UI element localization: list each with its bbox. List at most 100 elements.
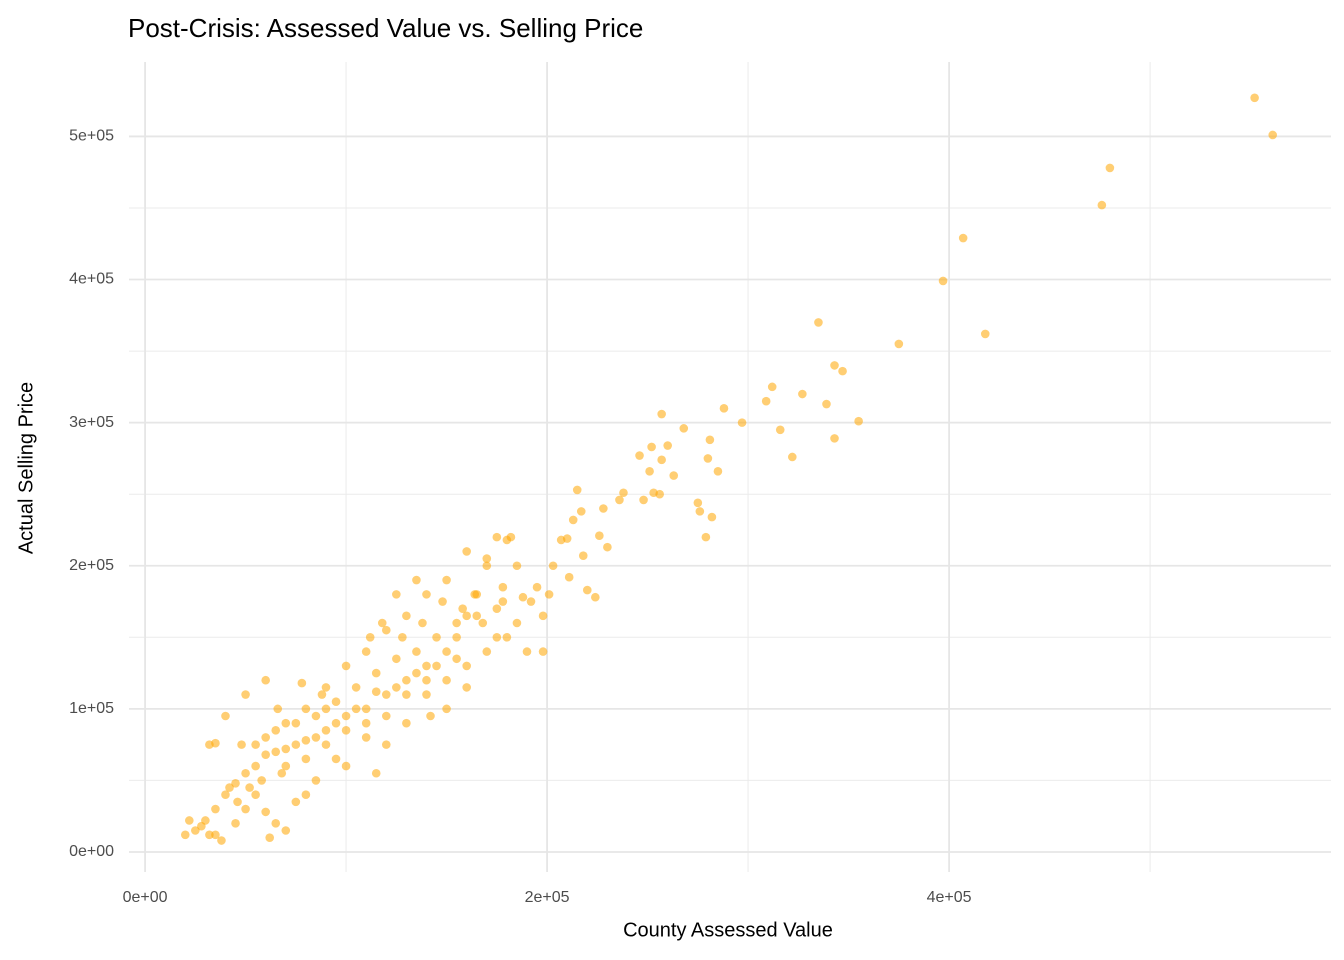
point [261,807,270,817]
point [679,424,689,433]
point [422,590,431,599]
point [980,329,990,339]
point [265,833,275,842]
point [452,633,461,642]
point [381,690,391,699]
point [331,718,341,728]
point [371,668,381,678]
point [365,633,375,642]
point [251,740,260,749]
point [217,836,226,845]
point [788,452,797,462]
point [502,535,512,545]
point [392,683,401,692]
point [392,654,401,664]
point [452,618,461,628]
point [1097,200,1107,210]
point [526,597,536,606]
point [311,733,321,742]
point [462,683,471,692]
point [603,542,612,552]
point [321,726,331,735]
point [482,561,492,571]
point [538,611,548,621]
point [377,618,387,628]
point [225,783,234,792]
point [291,797,301,807]
point [719,404,729,413]
point [281,761,291,771]
point [958,233,968,243]
point [498,597,508,606]
point [251,790,260,800]
point [185,816,194,825]
point [438,597,447,606]
point [707,512,717,522]
point [452,654,461,664]
point [522,647,532,656]
point [822,399,831,409]
y-tick-label: 0e+00 [69,843,114,860]
point [767,382,777,392]
point [311,776,321,785]
point [655,489,664,499]
point [231,778,240,788]
point [412,668,421,678]
point [221,790,230,800]
point [595,531,604,540]
point [341,711,351,721]
point [180,830,190,840]
point [257,776,266,785]
point [442,675,451,685]
y-tick-label: 4e+05 [69,271,114,288]
point [211,830,220,840]
point [830,434,839,443]
point [548,561,558,571]
point [241,690,250,699]
point [418,618,427,628]
point [273,704,283,714]
point [237,740,246,749]
y-tick-label: 3e+05 [69,414,114,431]
point [371,768,381,778]
point [311,711,321,721]
point [462,661,471,671]
point [1250,93,1259,103]
point [498,582,508,592]
grid [129,62,1331,872]
point [938,276,948,286]
point [331,697,341,706]
point [462,611,471,621]
point [271,747,281,757]
point [341,726,351,735]
point [703,454,713,463]
point [317,690,327,699]
point [381,625,391,635]
point [572,485,582,495]
point [713,466,723,476]
point [191,826,200,835]
point [422,675,431,685]
point [211,804,220,814]
point [331,754,341,764]
point [291,740,301,749]
point [361,718,371,728]
point [442,647,451,656]
point [669,471,679,480]
point [381,740,391,749]
point [412,575,421,585]
point [402,675,411,685]
point [261,750,270,759]
point [512,618,522,628]
point [341,661,351,671]
point [301,704,311,714]
point [472,590,482,599]
point [775,425,785,435]
point [301,790,311,800]
point [205,740,214,749]
point [761,396,771,406]
x-tick-label: 2e+05 [525,889,570,906]
y-tick-label: 2e+05 [69,557,114,574]
point [1268,130,1278,140]
